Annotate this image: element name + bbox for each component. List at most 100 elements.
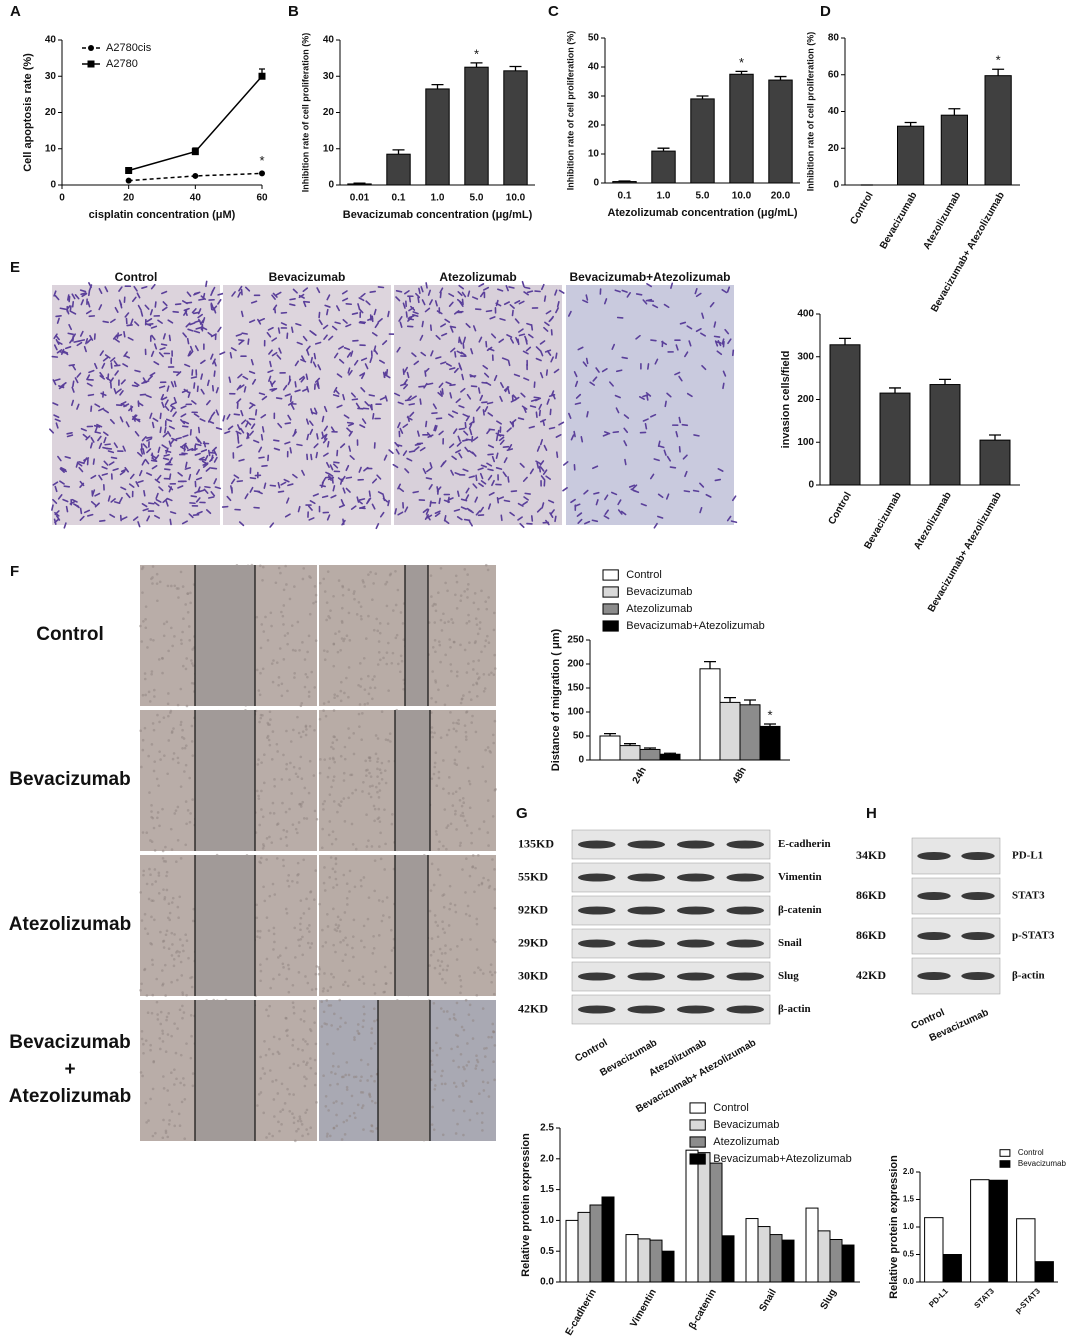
cell xyxy=(368,759,372,762)
x-axis-label: Bevacizumab concentration (μg/mL) xyxy=(343,209,533,221)
cell xyxy=(340,499,345,506)
cell xyxy=(266,638,270,642)
cell xyxy=(170,980,173,984)
cell xyxy=(721,338,725,345)
y-tick-label: 2.5 xyxy=(540,1123,554,1134)
cell xyxy=(298,1115,302,1118)
cell xyxy=(210,467,218,470)
cell xyxy=(730,520,738,524)
cell xyxy=(454,1018,457,1021)
cell xyxy=(326,912,329,916)
cell xyxy=(367,317,374,321)
bar xyxy=(639,748,661,761)
cell xyxy=(304,1040,307,1043)
cell xyxy=(558,421,565,426)
cell xyxy=(305,1128,308,1131)
cell xyxy=(437,776,441,780)
cell xyxy=(442,787,445,791)
cell xyxy=(338,930,342,933)
cell xyxy=(418,385,425,388)
cell xyxy=(161,982,165,986)
cell xyxy=(524,492,531,495)
cell xyxy=(137,401,144,407)
cell xyxy=(244,493,249,500)
cell xyxy=(184,843,188,847)
error-bar xyxy=(353,182,366,184)
cell xyxy=(150,915,153,919)
cell xyxy=(397,511,404,516)
blot-band xyxy=(577,1005,616,1014)
blot-size: 30KD xyxy=(518,968,548,982)
cell xyxy=(209,456,214,463)
cell xyxy=(331,741,335,744)
cell xyxy=(312,774,316,777)
x-tick-label: Snail xyxy=(757,1287,779,1313)
panel-label: G xyxy=(516,805,528,822)
cell xyxy=(275,661,279,664)
cell xyxy=(259,1091,263,1094)
cell xyxy=(141,459,146,466)
x-tick-label: β-catenin xyxy=(687,1287,719,1331)
cell xyxy=(525,338,528,345)
cell xyxy=(444,653,447,657)
cell xyxy=(362,1128,365,1131)
cell xyxy=(165,500,169,507)
cell xyxy=(359,685,363,688)
cell xyxy=(483,1055,487,1058)
cell xyxy=(96,423,103,428)
cell xyxy=(282,858,285,862)
cell xyxy=(434,681,438,684)
cell xyxy=(144,304,150,310)
cell xyxy=(460,351,467,357)
cell xyxy=(69,337,74,344)
cell xyxy=(408,315,415,319)
cell xyxy=(434,300,438,307)
x-tick-label: 10.0 xyxy=(506,193,526,204)
cell xyxy=(614,394,621,399)
cell xyxy=(76,341,83,347)
bar xyxy=(988,1179,1008,1283)
cell xyxy=(487,1035,490,1039)
marker xyxy=(125,177,132,184)
y-tick-label: 1.5 xyxy=(540,1184,554,1195)
cell xyxy=(481,1080,485,1084)
cell xyxy=(474,730,478,734)
cell xyxy=(339,689,343,693)
cell xyxy=(405,311,408,318)
marker xyxy=(125,167,133,174)
cell xyxy=(513,373,521,377)
cell xyxy=(439,287,444,294)
cell xyxy=(621,289,628,293)
cell xyxy=(307,907,311,911)
cell xyxy=(472,683,475,687)
cell xyxy=(503,499,511,503)
cell xyxy=(260,623,264,626)
cell xyxy=(139,1071,143,1074)
y-tick-label: 200 xyxy=(567,659,584,670)
cell xyxy=(257,1092,261,1096)
cell xyxy=(287,963,290,967)
cell xyxy=(331,477,334,484)
cell xyxy=(312,601,315,605)
cell xyxy=(458,452,463,459)
y-tick-label: 10 xyxy=(323,143,335,154)
cell xyxy=(146,515,151,522)
y-axis-label: Distance of migration ( μm) xyxy=(550,628,562,771)
cell xyxy=(714,478,722,482)
microscopy-image xyxy=(52,285,220,525)
x-tick-label: 24h xyxy=(631,765,649,785)
cell xyxy=(448,884,452,888)
cell xyxy=(574,503,581,507)
y-tick-label: 20 xyxy=(828,143,840,154)
cell xyxy=(267,326,274,331)
error-bar xyxy=(392,149,405,155)
cell xyxy=(535,357,542,362)
cell xyxy=(340,1075,344,1079)
cell xyxy=(109,418,115,425)
cell xyxy=(269,986,272,990)
bar xyxy=(697,1152,711,1283)
cell xyxy=(343,414,350,419)
cell xyxy=(350,1094,354,1098)
cell xyxy=(333,696,336,700)
cell xyxy=(322,452,329,457)
